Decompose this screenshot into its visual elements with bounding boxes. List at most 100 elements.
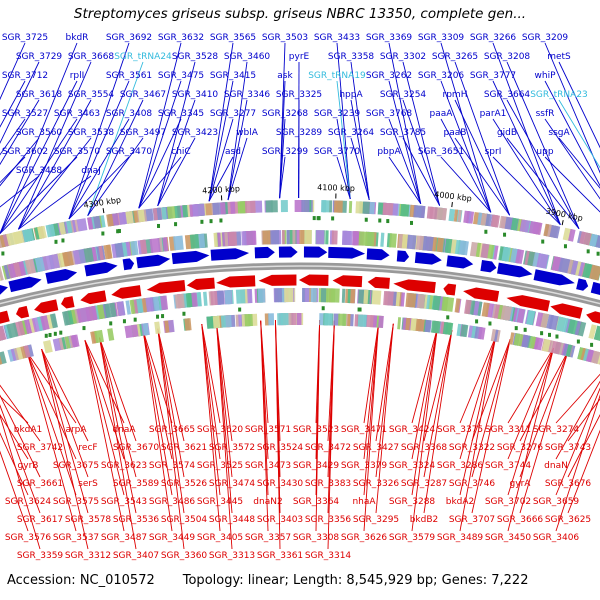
feature-stripe [575,261,583,276]
gene-label-top: pbpA [377,147,401,157]
label-leader-top [388,156,422,204]
label-leader-top [68,118,130,220]
gene-label-top: SGR_3538 [68,128,115,138]
feature-stripe [3,264,11,280]
gene-label-bottom: SGR_3523 [293,425,339,435]
rna-marker [563,244,567,249]
gene-label-top: hppA [339,90,363,100]
forward-gene-arrow [414,251,442,265]
feature-stripe [304,288,310,303]
gene-label-top: SGR_3475 [158,71,204,81]
gene-label-top: metS [547,52,571,62]
feature-stripe [217,232,222,247]
label-leader-bottom [216,322,233,550]
feature-stripe [125,300,132,315]
reverse-gene-arrow [298,274,329,286]
feature-stripe [541,338,551,352]
gene-label-top: SGR_3309 [418,33,465,43]
gene-label-bottom: SGR_3579 [389,533,436,543]
gene-label-top: SGR_3289 [276,128,323,138]
feature-stripe [406,234,417,250]
label-leader-top [506,99,580,229]
feature-stripe [535,312,544,327]
feature-stripe [436,237,444,253]
rna-marker [386,219,390,224]
label-leader-bottom [0,394,41,478]
rna-marker [61,238,65,243]
rna-marker [475,319,479,324]
feature-stripe [124,325,134,339]
forward-gene-arrow [303,246,328,258]
feature-stripe [43,340,53,354]
feature-stripe [284,288,294,303]
gene-label-top: SGR_3415 [210,71,256,81]
label-leader-bottom [411,328,438,532]
feature-stripe [595,235,600,249]
label-leader-top [350,61,370,200]
gene-label-bottom: SGR_3361 [257,551,303,561]
label-leader-bottom [567,413,600,478]
feature-stripe [358,289,364,304]
kbp-tick-mark [561,220,564,226]
label-leader-top [68,42,130,220]
label-leader-top [17,61,92,230]
feature-stripe [191,292,198,307]
feature-stripe [22,228,34,243]
label-leader-top [492,118,561,225]
feature-stripe [568,228,576,242]
gene-label-top: SGR_3262 [366,71,412,81]
gene-label-bottom: SGR_3571 [245,425,291,435]
gene-label-top: SGR_3565 [210,33,256,43]
feature-stripe [34,227,40,240]
gene-label-bottom: SGR_3666 [497,515,544,525]
label-leaders [0,42,600,550]
reverse-gene-arrow [443,283,457,296]
feature-stripe [347,288,351,304]
forward-gene-arrow [0,285,8,295]
feature-stripe [448,208,456,222]
feature-stripe [347,313,351,327]
gene-label-top: SGR_tRNA24 [114,52,172,62]
feature-stripe [61,337,67,350]
feature-stripe [315,230,320,245]
gene-label-bottom: SGR_3536 [113,515,160,525]
label-leader-top [17,99,92,230]
gene-label-top: ssfR [536,109,555,119]
feature-stripe [487,244,495,260]
gene-label-bottom: SGR_3288 [389,497,436,507]
accession-text: Accession: NC_010572 [7,573,155,588]
label-leader-bottom [411,328,438,496]
reverse-feature-band [0,288,600,341]
reverse-gene-arrow [146,280,186,294]
feature-stripe [444,238,453,254]
feature-stripe [324,313,333,326]
outer-feature-band [0,200,600,249]
label-leader-top [544,42,600,174]
feature-stripe [565,344,573,357]
label-leader-top [0,80,78,234]
feature-stripe [40,315,50,331]
rna-marker [157,223,161,228]
feature-stripe [204,202,214,216]
feature-stripe [67,310,74,325]
forward-gene-arrow [366,248,390,261]
reverse-gene-arrow [0,310,10,324]
forward-gene-arrow [45,269,78,284]
label-leader-bottom [157,328,185,514]
gene-label-bottom: SGR_3276 [497,443,544,453]
feature-stripe [95,305,101,320]
gene-label-top: SGR_3408 [106,109,153,119]
kbp-tick-label: 4300 kbp [83,195,122,210]
rna-marker [53,331,57,336]
gene-label-top: SGR_3729 [16,52,63,62]
forward-gene-arrow [590,281,600,295]
label-leader-top [544,80,600,187]
feature-stripe [154,321,161,335]
feature-stripe [310,288,317,303]
gene-label-top: SGR_3664 [484,90,531,100]
gene-label-top: pyrE [289,52,310,62]
label-leader-top [336,118,351,200]
gene-label-top: SGR_3369 [366,33,413,43]
label-leader-top [138,118,182,209]
feature-stripe [0,355,3,365]
